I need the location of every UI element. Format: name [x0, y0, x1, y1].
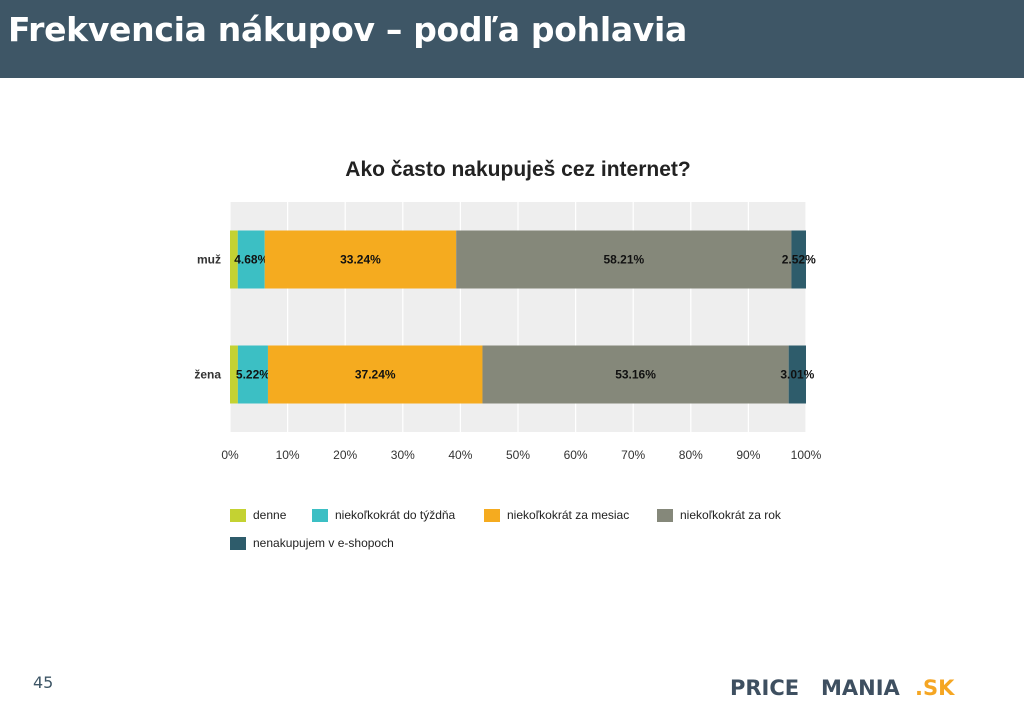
data-label: 58.21% [603, 253, 644, 267]
x-tick-label: 70% [621, 448, 645, 462]
x-tick-label: 30% [391, 448, 415, 462]
legend-label: niekoľkokrát do týždňa [335, 508, 456, 522]
y-category-label: muž [197, 253, 221, 267]
legend-label: denne [253, 508, 287, 522]
pricemania-logo: PRICE MANIA .SK [730, 674, 975, 700]
legend-swatch [312, 508, 328, 522]
x-tick-label: 100% [791, 448, 822, 462]
x-tick-label: 40% [448, 448, 472, 462]
legend-item: niekoľkokrát za mesiac [484, 507, 629, 523]
legend-item: denne [230, 507, 286, 523]
y-category-label: žena [194, 368, 221, 382]
data-label: 4.68% [234, 253, 268, 267]
bar-segment [482, 345, 789, 404]
page-number: 45 [33, 673, 54, 692]
x-tick-label: 50% [506, 448, 530, 462]
bar-segment [456, 230, 792, 289]
x-tick-label: 10% [276, 448, 300, 462]
logo-text-price: PRICE [730, 676, 799, 700]
bar-segment [237, 345, 268, 404]
data-label: 33.24% [340, 253, 381, 267]
legend-label: niekoľkokrát za mesiac [507, 508, 630, 522]
x-tick-label: 90% [736, 448, 760, 462]
legend-label: nenakupujem v e-shopoch [253, 536, 394, 550]
logo-text-sk: .SK [915, 676, 955, 700]
legend-swatch [230, 536, 246, 550]
bar-segment [230, 230, 238, 289]
x-tick-label: 80% [679, 448, 703, 462]
data-label: 53.16% [615, 368, 656, 382]
header-bar: Frekvencia nákupov – podľa pohlavia [0, 0, 1024, 78]
legend-swatch [484, 508, 500, 522]
pricemania-logo-mark: PRICE MANIA .SK [730, 676, 955, 700]
bar-segment [237, 230, 265, 289]
page-title: Frekvencia nákupov – podľa pohlavia [8, 10, 687, 49]
legend-item: nenakupujem v e-shopoch [230, 535, 394, 551]
data-label: 5.22% [236, 368, 270, 382]
x-tick-label: 60% [564, 448, 588, 462]
x-tick-label: 20% [333, 448, 357, 462]
legend-swatch [230, 508, 246, 522]
bar-segment [264, 230, 457, 289]
legend-label: niekoľkokrát za rok [680, 508, 781, 522]
bar-segment [267, 345, 483, 404]
chart-title: Ako často nakupuješ cez internet? [345, 158, 691, 181]
data-label: 3.01% [780, 368, 814, 382]
bar-segment [788, 345, 806, 404]
bar-segment [791, 230, 806, 289]
data-label: 2.52% [782, 253, 816, 267]
legend-item: niekoľkokrát za rok [657, 507, 781, 523]
legend-swatch [657, 508, 673, 522]
x-tick-label: 0% [221, 448, 239, 462]
data-label: 37.24% [355, 368, 396, 382]
logo-text-mania: MANIA [821, 676, 901, 700]
legend-item: niekoľkokrát do týždňa [312, 507, 455, 523]
bar-segment [230, 345, 238, 404]
